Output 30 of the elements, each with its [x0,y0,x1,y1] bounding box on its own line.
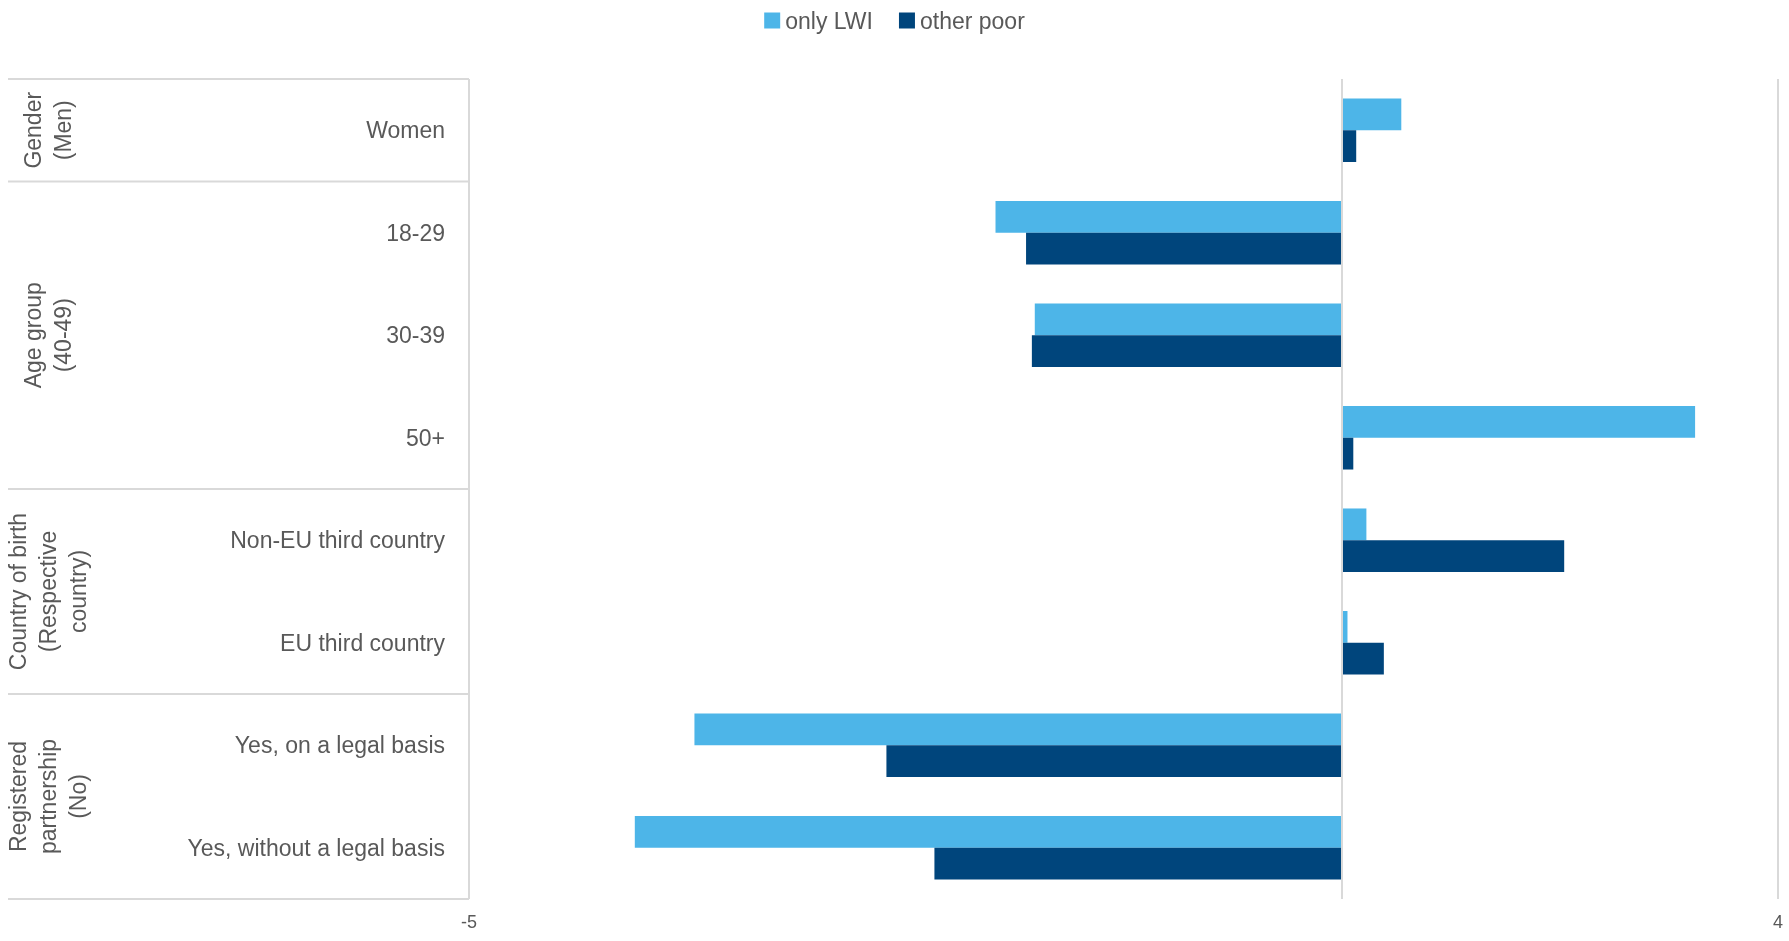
bar [934,847,1342,880]
bar [1341,508,1367,541]
text: Country of birth (Respective country) [5,512,91,671]
bar [634,815,1342,848]
text: Gender (Men) [20,91,76,169]
bar [1341,405,1696,438]
bar [1341,642,1384,675]
bar [1034,303,1342,336]
y-tick-label: Yes, on a legal basis [234,732,445,759]
y-tick-label: 50+ [405,424,445,451]
bar [1026,232,1342,265]
legend-label: only LWI [785,7,873,34]
x-tick-label: 4 [1772,912,1784,932]
bar [1031,335,1342,368]
x-tick-label: -5 [460,912,478,932]
text: Registered partnership (No) [5,738,91,855]
bar [694,713,1342,746]
y-tick-label: EU third country [280,629,446,656]
bar [995,200,1342,233]
y-tick-label: 30-39 [386,322,445,349]
bar [1341,540,1565,573]
y-tick-label: Non-EU third country [230,527,446,554]
text: Age group (40-49) [20,282,76,389]
y-tick-label: Yes, without a legal basis [187,834,445,861]
bar [1341,130,1357,163]
legend-label: other poor [919,7,1026,34]
bar [1341,98,1402,131]
y-tick-label: Women [366,117,445,144]
bar [886,745,1342,778]
y-tick-label: 18-29 [386,219,445,246]
